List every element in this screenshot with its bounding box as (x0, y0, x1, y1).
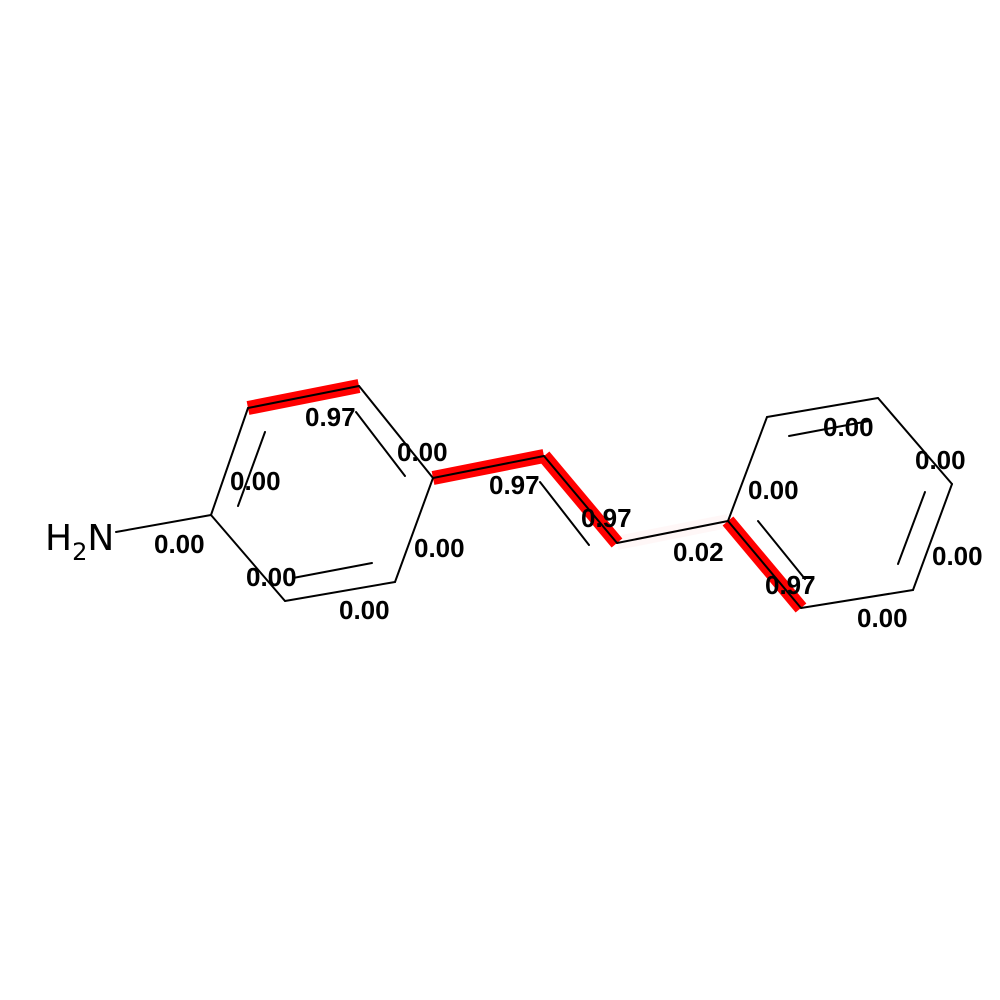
bond-label-ring1-left-lower: 0.00 (246, 562, 297, 592)
bond-ring2-left-upper (727, 416, 768, 522)
bond-label-ring1-bottom: 0.00 (339, 595, 390, 625)
bond-ring2-top-inner (788, 420, 870, 437)
bond-ring2-top (766, 397, 879, 418)
amine-subscript: 2 (72, 538, 87, 566)
amine-n: N (87, 518, 114, 559)
bond-label-ring1-top: 0.97 (305, 402, 356, 432)
bond-ring1-bottom-inner (292, 562, 373, 579)
bond-ring2-left-lower-inner (757, 520, 806, 580)
bond-label-ring1-right-upper: 0.00 (397, 437, 448, 467)
bond-label-ring2-top: 0.00 (823, 412, 874, 442)
bond-label-ring2-right-upper: 0.00 (915, 445, 966, 475)
bond-vinyl-2-inner (539, 481, 590, 546)
bond-layer (115, 385, 953, 609)
bond-label-layer: 0.97 0.00 0.00 0.00 0.00 0.00 0.00 0.97 … (154, 402, 983, 633)
bond-ring1-right-upper (358, 385, 434, 479)
bond-ring1-bottom (284, 581, 396, 602)
bond-vinyl-2 (543, 455, 618, 544)
bond-label-ring2-right-lower: 0.00 (932, 541, 983, 571)
bond-label-vinyl-1: 0.97 (489, 470, 540, 500)
amine-label: H2N (45, 518, 114, 566)
bond-ring1-left-upper (210, 407, 249, 516)
bond-vinyl-phenyl (616, 520, 729, 544)
bond-ring2-right-upper (877, 397, 953, 485)
bond-ring2-right-lower (912, 483, 953, 591)
bond-label-vinyl-phenyl: 0.02 (673, 537, 724, 567)
bond-label-ring2-left-lower: 0.97 (765, 570, 816, 600)
bond-label-ring1-left-upper: 0.00 (230, 466, 281, 496)
bond-ring1-top (247, 385, 360, 409)
bond-label-ring2-bottom: 0.00 (857, 603, 908, 633)
bond-label-ring1-right-lower: 0.00 (414, 533, 465, 563)
bond-ring1-right-lower (394, 477, 434, 583)
bond-ring1-left-upper-inner (237, 431, 266, 507)
bond-ring2-bottom (800, 589, 914, 609)
bond-amine (115, 514, 212, 533)
bond-vinyl-1 (432, 455, 545, 479)
bond-label-vinyl-2: 0.97 (581, 503, 632, 533)
bond-label-amine: 0.00 (154, 529, 205, 559)
bond-ring2-left-lower (727, 520, 802, 609)
bond-ring2-right-lower-inner (897, 491, 926, 565)
amine-h: H (45, 518, 72, 559)
bond-ring1-left-lower (210, 514, 286, 602)
bond-label-ring2-left-upper: 0.00 (748, 475, 799, 505)
bond-ring1-right-upper-inner (355, 411, 406, 477)
